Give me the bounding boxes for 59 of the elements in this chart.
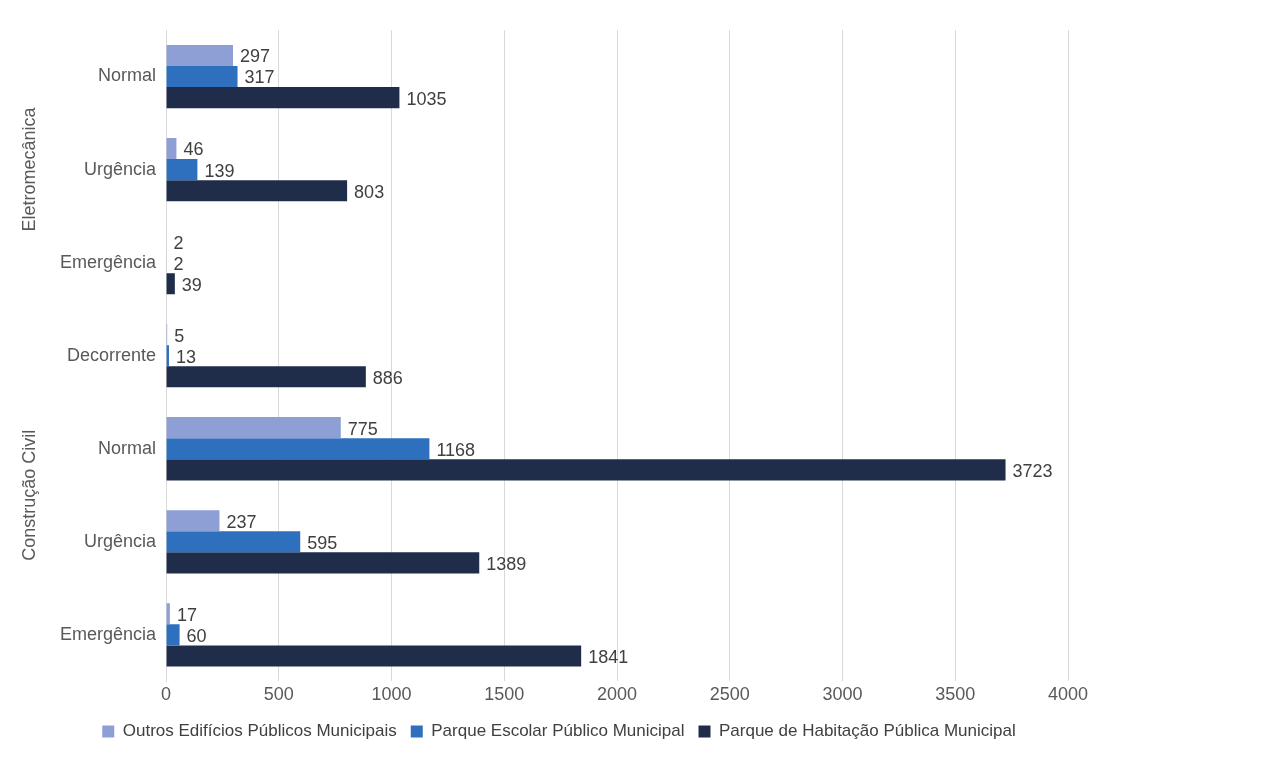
data-label: 60 [186, 625, 207, 646]
x-tick-label: 2000 [597, 684, 638, 705]
data-label: 39 [181, 274, 202, 295]
bar [166, 531, 301, 553]
bar [166, 552, 480, 574]
bar [166, 87, 400, 109]
y-tick-label: Urgência [84, 158, 158, 179]
x-tick-label: 1500 [484, 684, 525, 705]
data-label: 775 [347, 418, 378, 439]
data-label: 1035 [406, 88, 447, 109]
bar [166, 65, 238, 88]
data-label: 13 [175, 346, 197, 367]
bar [166, 366, 366, 388]
y-tick-label: Normal [98, 65, 157, 86]
bar [166, 438, 430, 460]
data-label: 2 [173, 232, 184, 253]
x-tick-label: 4000 [1047, 684, 1089, 705]
x-tick-label: 3000 [822, 684, 863, 705]
data-label: 317 [244, 67, 275, 88]
x-tick-label: 2500 [709, 684, 750, 705]
data-label: 1841 [588, 646, 629, 667]
data-label: 803 [354, 181, 385, 202]
x-tick-label: 1000 [371, 684, 412, 705]
data-label: 46 [183, 139, 204, 160]
legend-label: Parque Escolar Público Municipal [431, 721, 685, 741]
text: Construção Civil [18, 429, 39, 561]
data-label: 5 [174, 325, 185, 346]
data-label: 297 [240, 46, 271, 67]
bar [166, 603, 170, 625]
data-label: 237 [226, 511, 257, 532]
bar [166, 159, 198, 181]
data-label: 595 [307, 532, 338, 553]
legend-label: Parque de Habitação Pública Municipal [719, 721, 1016, 741]
data-label: 1168 [436, 439, 476, 460]
bar [166, 137, 177, 160]
data-label: 886 [372, 367, 403, 388]
legend-label: Outros Edifícios Públicos Municipais [122, 721, 397, 741]
y-tick-label: Emergência [60, 623, 158, 644]
text: Eletromecânica [18, 106, 39, 232]
x-tick-label: 3500 [935, 684, 976, 705]
y-tick-label: Emergência [60, 251, 158, 272]
x-tick-label: 500 [263, 684, 294, 705]
y-tick-label: Decorrente [67, 344, 157, 365]
data-label: 17 [176, 604, 197, 625]
bar [166, 180, 348, 202]
bar [166, 510, 220, 532]
data-label: 3723 [1012, 460, 1053, 481]
bar [166, 624, 180, 646]
data-label: 2 [173, 253, 184, 274]
bar [166, 44, 234, 66]
data-label: 139 [204, 160, 235, 181]
y-tick-label: Urgência [84, 530, 158, 551]
bar [166, 273, 175, 295]
data-label: 1389 [486, 553, 527, 574]
bar [166, 645, 582, 667]
x-tick-label: 0 [161, 684, 172, 705]
bar [166, 459, 1006, 481]
y-tick-label: Normal [98, 437, 157, 458]
bar [166, 417, 341, 439]
